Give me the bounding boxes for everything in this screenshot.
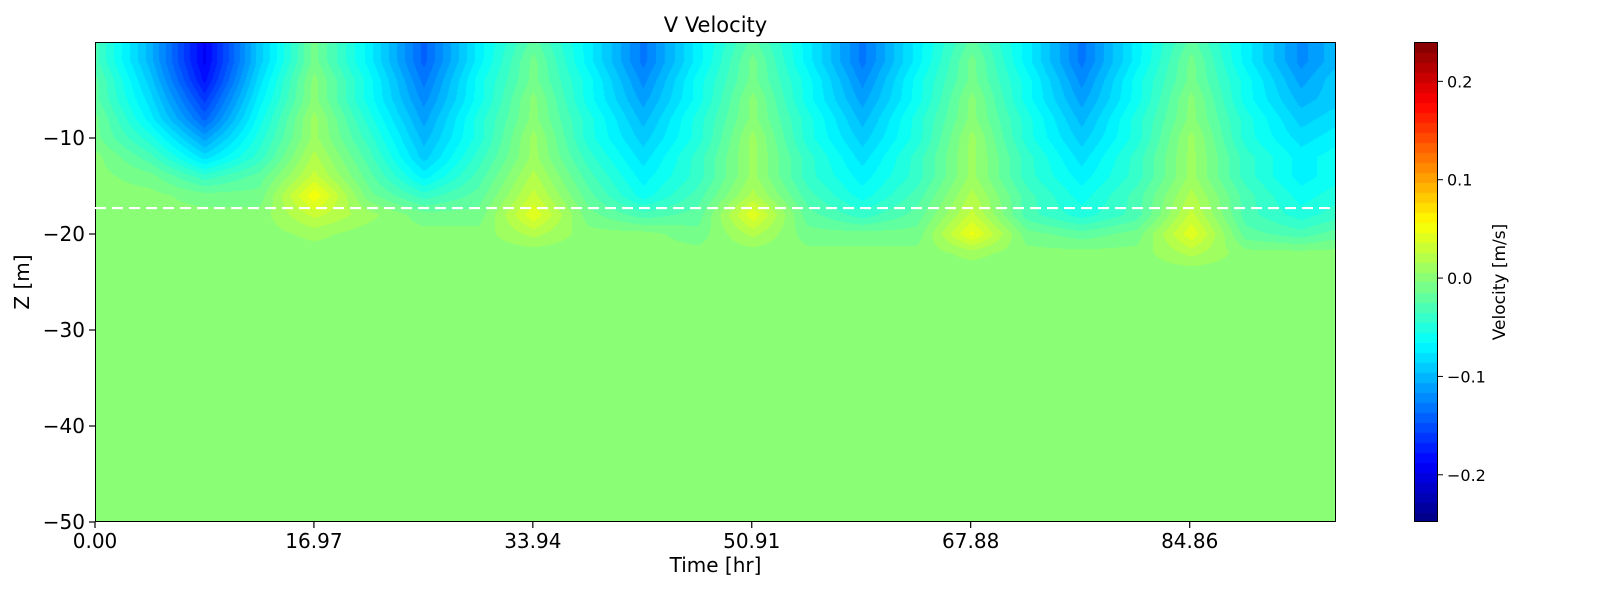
y-tick-label: −20 <box>43 222 85 246</box>
y-tick-label: −10 <box>43 126 85 150</box>
colorbar-tick-label: −0.2 <box>1447 466 1486 485</box>
colorbar <box>1414 42 1438 522</box>
y-tick-label: −30 <box>43 318 85 342</box>
x-tick-label: 50.91 <box>723 529 780 553</box>
colorbar-tick-label: 0.0 <box>1447 269 1472 288</box>
x-tick-label: 16.97 <box>285 529 342 553</box>
x-tick-label: 33.94 <box>504 529 561 553</box>
x-axis-label: Time [hr] <box>669 553 762 577</box>
colorbar-frame <box>1414 42 1438 522</box>
colorbar-tick-label: 0.1 <box>1447 171 1472 190</box>
x-tick-label: 84.86 <box>1161 529 1218 553</box>
colorbar-label: Velocity [m/s] <box>1490 223 1510 341</box>
x-tick-label: 67.88 <box>942 529 999 553</box>
chart-title: V Velocity <box>663 13 768 37</box>
contour-field <box>95 42 1336 522</box>
y-tick-label: −50 <box>43 510 85 534</box>
colorbar-tick-label: 0.2 <box>1447 72 1472 91</box>
x-tick-label: 0.00 <box>73 529 118 553</box>
colorbar-tick-label: −0.1 <box>1447 367 1486 386</box>
y-axis-label: Z [m] <box>10 254 34 310</box>
y-tick-label: −40 <box>43 414 85 438</box>
